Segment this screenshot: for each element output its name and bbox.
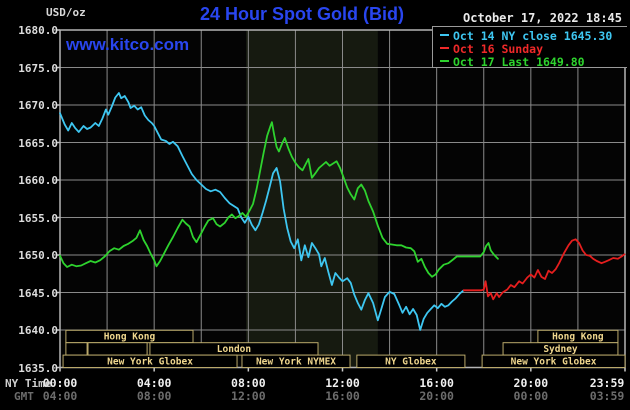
series-line — [59, 92, 465, 331]
legend: Oct 14 NY close 1645.30 Oct 16 Sunday Oct … — [432, 26, 627, 69]
gmt-axis-title: GMT — [14, 390, 34, 403]
ny-tick-label: 23:59 — [589, 376, 625, 390]
legend-dash-icon — [440, 47, 449, 49]
session-label: Hong Kong — [552, 332, 604, 343]
session-box — [65, 342, 88, 356]
y-tick-label: 1680.0 — [18, 24, 58, 37]
session-box — [481, 354, 626, 369]
legend-dash-icon — [440, 34, 449, 36]
kitco-watermark-link[interactable]: www.kitco.com — [66, 35, 190, 54]
y-tick-label: 1670.0 — [18, 99, 58, 112]
session-label: New York Globex — [511, 357, 597, 368]
session-label: New York Globex — [107, 357, 193, 368]
legend-label: Oct 14 NY close 1645.30 — [453, 29, 613, 43]
gmt-tick-label: 00:00 — [513, 389, 549, 403]
gmt-tick-label: 04:00 — [42, 389, 78, 403]
ny-tick-label: 08:00 — [231, 376, 266, 390]
session-box — [62, 354, 238, 369]
session-label: Sydney — [543, 344, 578, 355]
ny-tick-label: 00:00 — [42, 376, 78, 390]
series-line — [59, 121, 499, 278]
y-tick-label: 1650.0 — [18, 249, 58, 262]
session-box — [241, 354, 351, 369]
session-label: London — [217, 344, 251, 355]
gmt-tick-label: 03:59 — [589, 389, 625, 403]
ny-tick-label: 04:00 — [136, 376, 172, 390]
y-tick-label: 1645.0 — [18, 286, 58, 300]
session-label: New York NYMEX — [256, 357, 336, 368]
session-label: NY Globex — [385, 357, 437, 368]
legend-dash-icon — [440, 60, 449, 62]
y-tick-label: 1665.0 — [18, 136, 58, 150]
page-title: 24 Hour Spot Gold (Bid) — [200, 4, 404, 24]
session-box — [87, 342, 148, 356]
gmt-tick-label: 16:00 — [325, 389, 360, 403]
series-line — [462, 238, 626, 301]
ny-tick-label: 12:00 — [325, 376, 360, 390]
unit-label: USD/oz — [46, 6, 86, 19]
ny-tick-label: 20:00 — [513, 376, 549, 390]
y-tick-label: 1635.0 — [18, 361, 58, 375]
gmt-tick-label: 20:00 — [419, 389, 454, 403]
y-tick-label: 1655.0 — [18, 211, 58, 225]
session-label: Hong Kong — [104, 332, 156, 343]
nymex-session-band — [245, 30, 378, 368]
gmt-tick-label: 12:00 — [231, 389, 266, 403]
y-tick-label: 1640.0 — [18, 324, 58, 337]
y-tick-label: 1675.0 — [18, 61, 58, 75]
y-tick-label: 1660.0 — [18, 174, 58, 187]
ny-time-axis-title: NY Time — [5, 377, 52, 390]
legend-label: Oct 17 Last 1649.80 — [453, 55, 585, 69]
legend-label: Oct 16 Sunday — [453, 42, 544, 56]
datetime-label: October 17, 2022 18:45 — [463, 11, 622, 25]
session-box — [356, 354, 466, 369]
ny-tick-label: 16:00 — [419, 376, 454, 390]
gmt-tick-label: 08:00 — [136, 389, 172, 403]
